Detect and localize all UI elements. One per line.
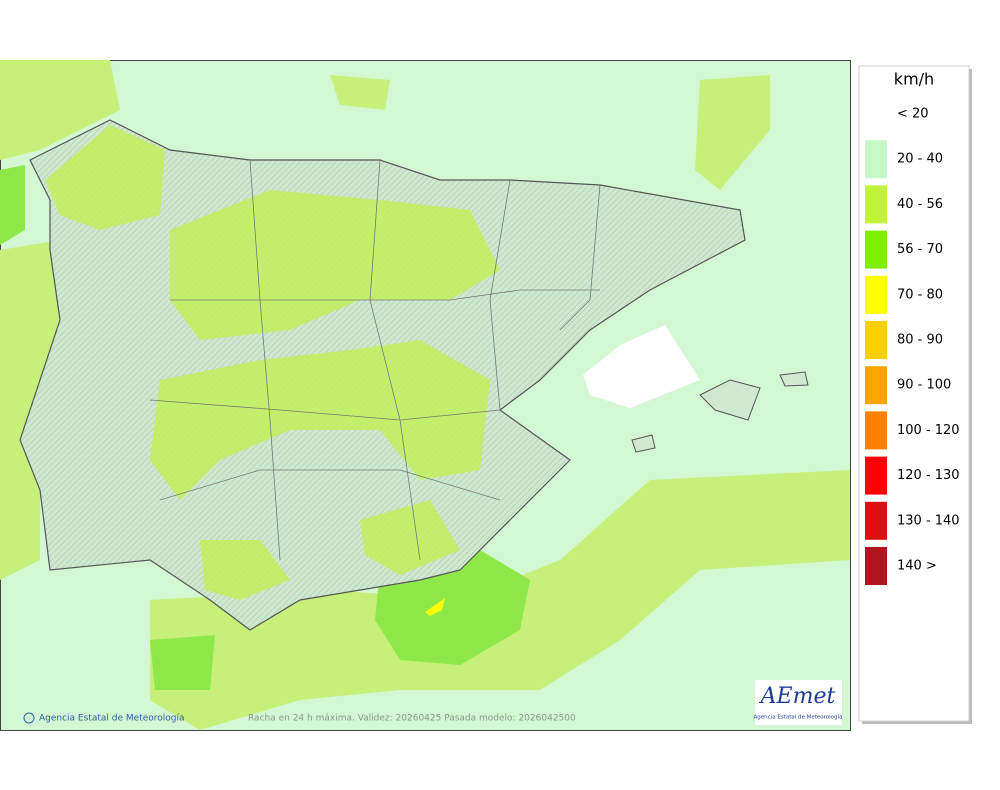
logo-subtitle: Agencia Estatal de Meteorología: [754, 714, 843, 721]
legend-label: 90 - 100: [897, 378, 951, 393]
balearic-islands: [631, 371, 809, 453]
map-area: [0, 60, 851, 731]
legend-label: 120 - 130: [897, 468, 960, 483]
legend-swatch: [865, 501, 887, 540]
legend-swatch: [865, 185, 887, 224]
logo-box: [755, 680, 842, 725]
wind-zone: [0, 165, 25, 245]
legend: km/h < 20 20 - 40 40 - 56 56 - 70 70 - 80 80 …: [858, 65, 972, 724]
wind-zone: [695, 75, 770, 190]
legend-label: 56 - 70: [897, 242, 943, 257]
legend-swatch: [865, 275, 887, 314]
wind-zone: [45, 125, 165, 230]
legend-label: 40 - 56: [897, 197, 943, 212]
wind-zone: [425, 598, 445, 616]
legend-label: 80 - 90: [897, 333, 943, 348]
legend-swatch: [865, 140, 887, 179]
legend-label: 140 >: [897, 559, 937, 574]
wind-zone: [150, 340, 490, 500]
legend-title: km/h: [894, 70, 934, 89]
logo-name: AEmet: [759, 684, 836, 709]
logo: AEmet Agencia Estatal de Meteorología: [754, 680, 843, 725]
wind-zone: [360, 500, 460, 575]
footer: Agencia Estatal de Meteorología Racha en…: [23, 712, 576, 724]
wind-zone: [200, 540, 290, 600]
calm-zone: [583, 325, 700, 408]
wind-zone: [0, 60, 120, 160]
legend-label: < 20: [897, 107, 929, 122]
legend-swatch: [865, 547, 887, 585]
wind-zone: [170, 190, 500, 340]
legend-label: 130 - 140: [897, 513, 960, 528]
wind-zone: [330, 75, 390, 110]
legend-swatch: [865, 321, 887, 359]
copyright-icon: [23, 712, 35, 724]
legend-label: 20 - 40: [897, 152, 943, 167]
legend-swatch: [865, 366, 887, 405]
wind-zone: [150, 635, 215, 690]
legend-label: 70 - 80: [897, 287, 943, 302]
region-borders: [149, 159, 601, 561]
legend-swatch: [865, 230, 887, 269]
credit: Agencia Estatal de Meteorología: [39, 714, 185, 724]
caption: Racha en 24 h máxima. Validez: 20260425 …: [248, 714, 576, 724]
legend-swatch: [865, 411, 887, 450]
legend-swatch: [865, 456, 887, 495]
legend-label: 100 - 120: [897, 423, 960, 438]
